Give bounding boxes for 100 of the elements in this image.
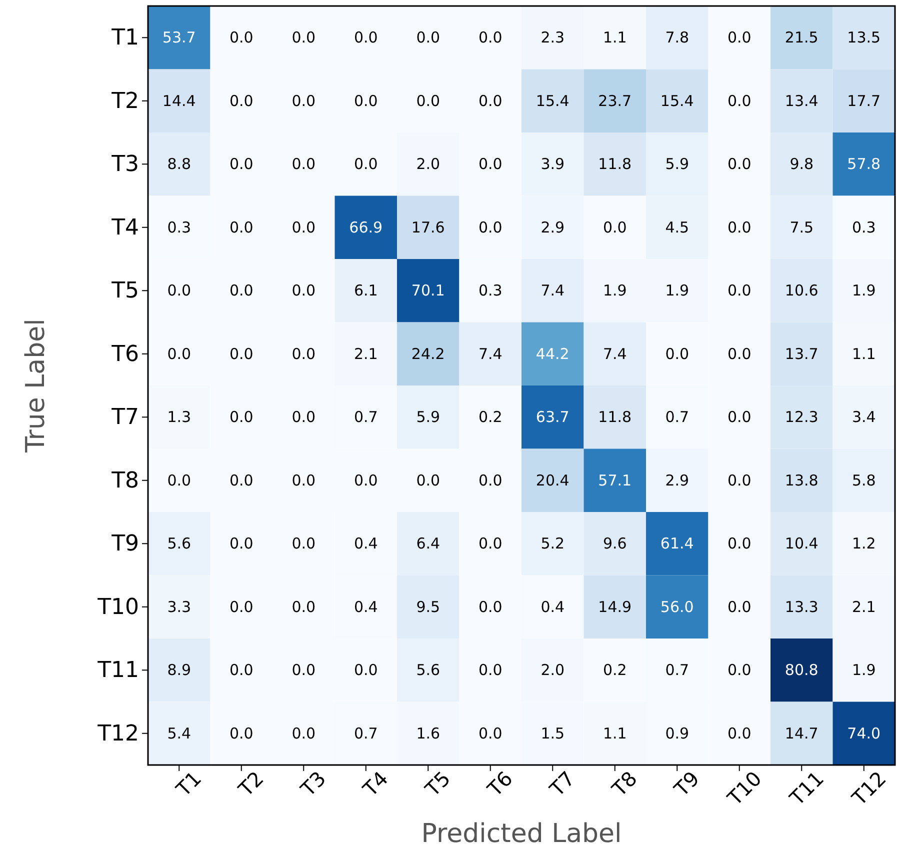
y-tick-label: T8 [110,468,139,494]
data-label: 0.2 [602,661,627,680]
x-tick-label: T6 [482,766,518,802]
data-label: 0.0 [292,218,316,236]
data-label: 1.1 [852,344,876,363]
data-label: 5.6 [167,534,192,553]
data-label: 13.7 [784,344,818,363]
data-label: 0.0 [478,218,502,236]
data-label: 0.0 [727,598,752,616]
data-label: 14.9 [598,598,632,616]
data-label: 0.0 [478,92,502,110]
data-label: 13.8 [784,471,818,490]
data-label: 5.4 [167,724,192,742]
data-label: 6.4 [416,534,440,553]
data-label: 0.0 [727,534,752,553]
data-label: 0.0 [354,661,378,680]
data-label: 13.5 [847,28,881,47]
data-label: 0.7 [665,661,690,680]
data-label: 3.4 [852,408,876,426]
data-label: 9.6 [602,534,627,553]
data-label: 74.0 [847,724,881,742]
y-axis-title: True Label [21,318,51,454]
data-label: 0.9 [665,724,690,742]
data-label: 7.4 [602,344,627,363]
data-label: 0.0 [229,282,254,300]
data-label: 23.7 [598,92,632,110]
data-label: 0.0 [229,218,254,236]
data-label: 2.1 [852,598,876,616]
data-label: 9.8 [790,155,814,174]
data-label: 13.3 [784,598,818,616]
data-label: 0.4 [354,534,378,553]
data-label: 0.0 [478,471,502,490]
x-axis-title: Predicted Label [421,819,622,849]
data-label: 12.3 [784,408,818,426]
data-label: 1.6 [416,724,440,742]
data-label: 5.9 [665,155,690,174]
data-label: 0.0 [354,471,378,490]
data-label: 0.0 [416,92,440,110]
data-label: 0.0 [229,471,254,490]
data-label: 0.2 [478,408,502,426]
data-label: 0.0 [727,661,752,680]
x-tick-label: T5 [420,766,455,802]
data-label: 0.0 [478,28,502,47]
x-tick-label: T10 [722,766,766,811]
data-label: 1.2 [852,534,876,553]
data-label: 7.5 [790,218,814,236]
data-label: 1.3 [167,408,192,426]
data-label: 0.0 [292,598,316,616]
y-tick-label: T12 [96,721,139,746]
y-tick-label: T5 [110,278,139,304]
data-label: 0.0 [229,155,254,174]
data-label: 0.0 [727,218,752,236]
data-label: 9.5 [416,598,440,616]
data-label: 0.4 [540,598,565,616]
data-label: 0.3 [852,218,876,236]
x-tick-label: T11 [784,766,828,811]
data-label: 0.0 [478,534,502,553]
data-label: 8.9 [167,661,192,680]
data-label: 5.6 [416,661,440,680]
data-label: 0.0 [416,471,440,490]
data-label: 0.0 [727,408,752,426]
y-tick-label: T6 [110,342,139,367]
data-label: 14.4 [162,92,196,110]
data-label: 0.7 [665,408,690,426]
data-label: 1.9 [665,282,690,300]
x-tick-label: T4 [357,766,393,802]
data-label: 0.0 [292,471,316,490]
data-label: 7.4 [478,344,502,363]
data-label: 10.6 [784,282,818,300]
data-label: 15.4 [536,92,570,110]
data-label: 0.0 [292,344,316,363]
data-label: 0.0 [292,724,316,742]
data-label: 80.8 [784,661,818,680]
data-label: 0.0 [478,661,502,680]
data-label: 0.0 [229,28,254,47]
data-label: 6.1 [354,282,378,300]
data-label: 0.0 [229,724,254,742]
data-label: 0.0 [727,471,752,490]
data-label: 0.7 [354,408,378,426]
data-label: 1.9 [852,282,876,300]
data-label: 2.0 [416,155,440,174]
x-tick-label: T8 [606,766,642,802]
data-label: 44.2 [536,344,570,363]
y-tick-label: T7 [110,405,139,430]
data-label: 2.0 [540,661,565,680]
data-label: 0.3 [478,282,502,300]
data-label: 0.0 [229,408,254,426]
data-label: 0.0 [292,282,316,300]
data-label: 14.7 [784,724,818,742]
data-label: 0.4 [354,598,378,616]
data-label: 0.0 [292,534,316,553]
data-label: 0.0 [292,28,316,47]
data-label: 0.0 [602,218,627,236]
data-label: 5.9 [416,408,440,426]
y-tick-label: T9 [110,532,139,557]
y-tick-label: T1 [110,26,139,51]
data-label: 5.8 [852,471,876,490]
x-tick-label: T12 [846,766,891,811]
data-label: 0.0 [727,155,752,174]
data-label: 2.9 [540,218,565,236]
